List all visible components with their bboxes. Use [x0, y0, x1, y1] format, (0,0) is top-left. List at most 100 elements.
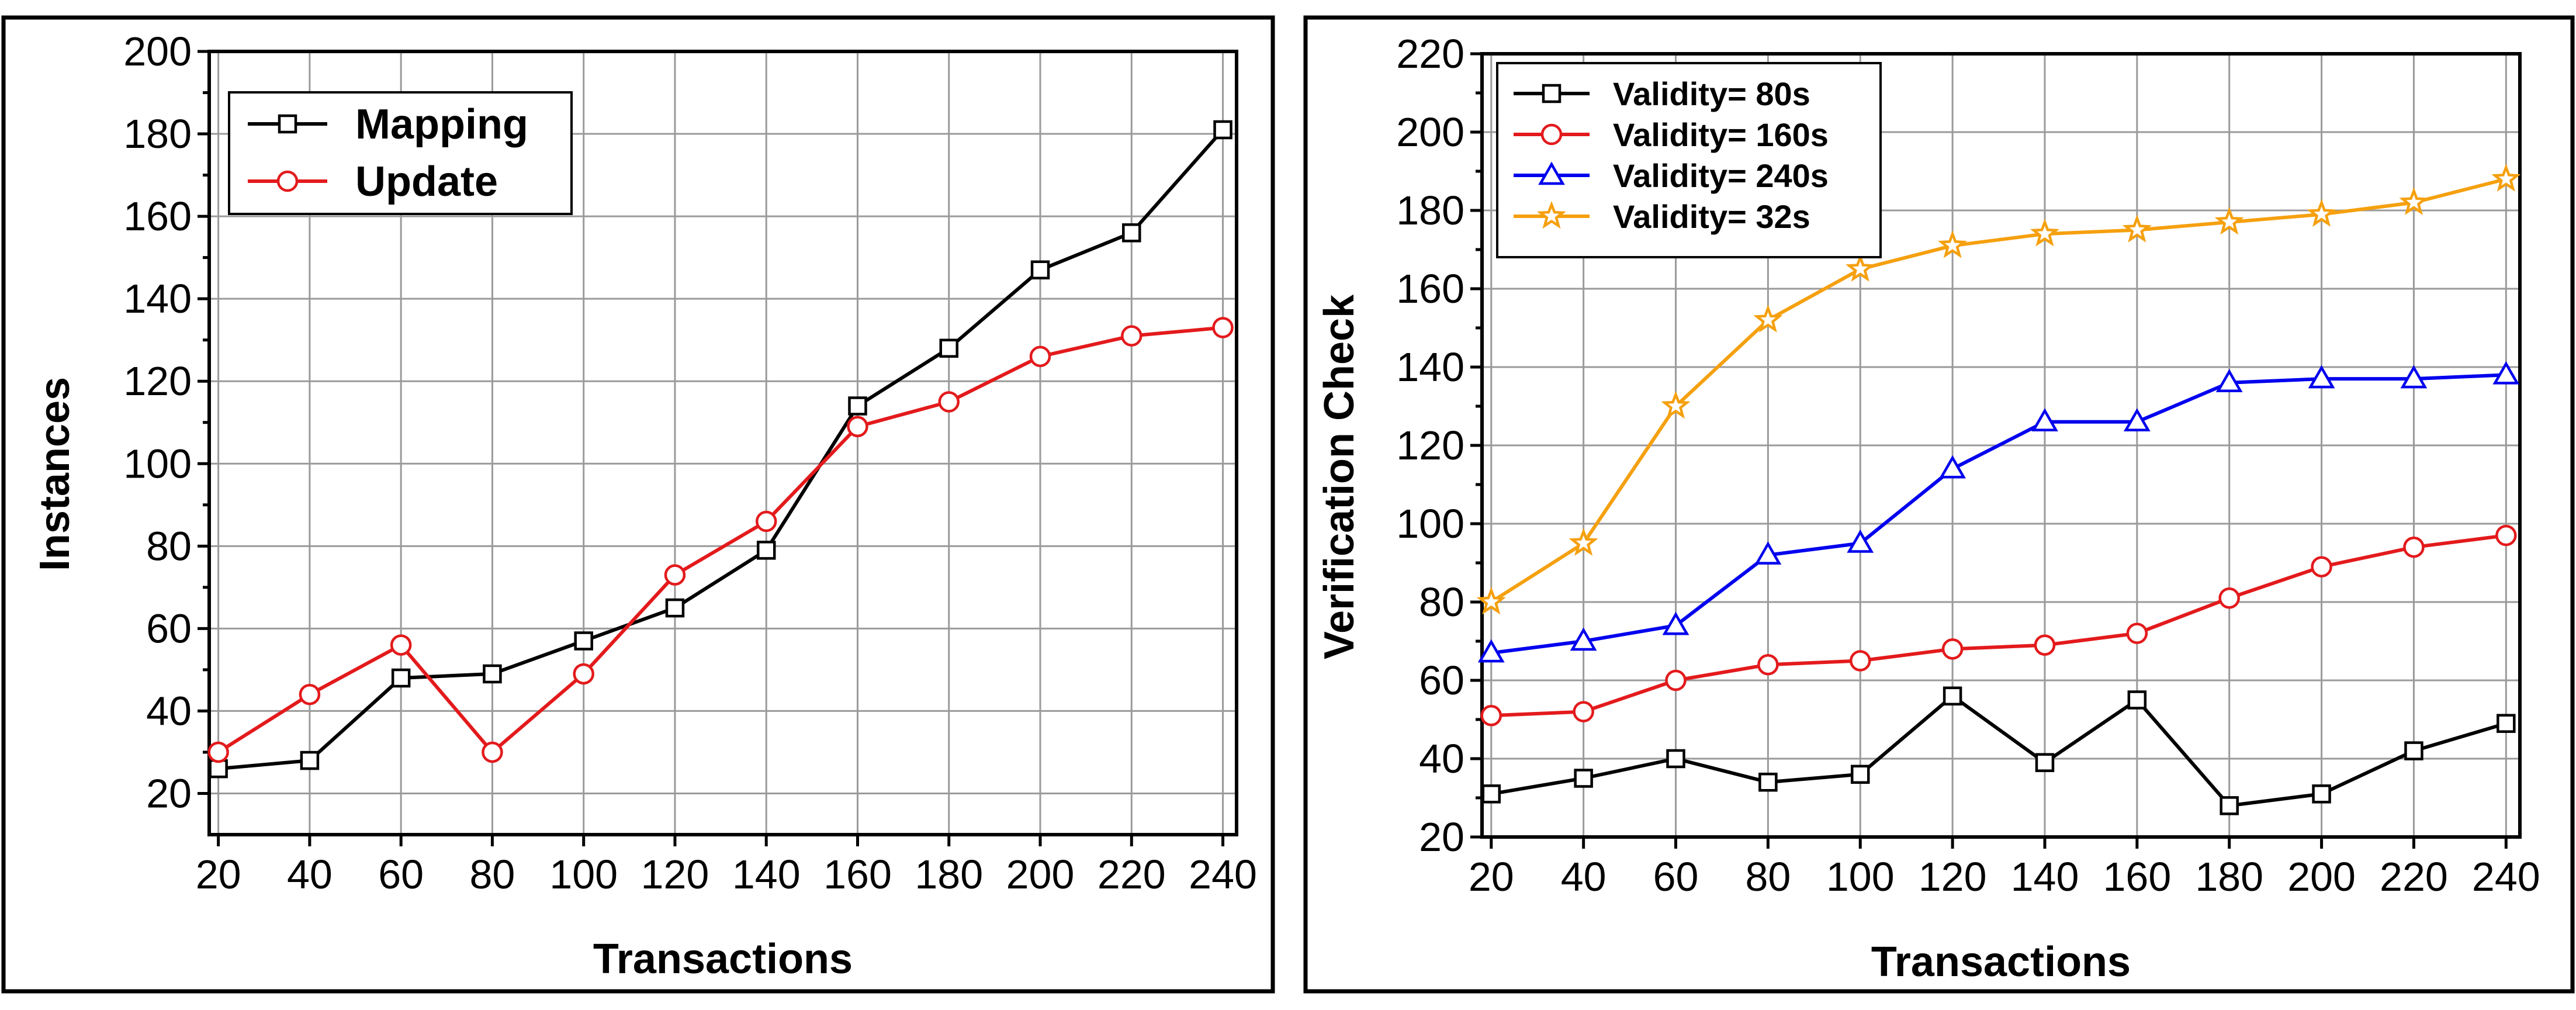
right-y-tick-label: 120: [1396, 423, 1464, 468]
right-y-tick-label: 180: [1396, 188, 1464, 233]
instances-chart: 20 40 60 80 100 120 140 160 180 200 220 240 20 40 60 80…: [1, 15, 1275, 994]
right-data-point: [2035, 753, 2055, 772]
right-legend: Validity= 80s Validity= 160s Validity= 240…: [1496, 62, 1882, 258]
right-data-point: [2399, 187, 2429, 215]
right-x-tick-label: 240: [2472, 854, 2540, 900]
right-data-point: [1477, 639, 1505, 663]
left-x-tick-label: 40: [287, 852, 333, 897]
left-x-axis-title: Transactions: [593, 936, 853, 983]
right-y-tick-label: 200: [1396, 109, 1464, 155]
left-series-line: [217, 326, 1223, 754]
right-y-tick-label: 80: [1419, 579, 1464, 625]
right-data-point: [1753, 305, 1783, 333]
right-x-tick-label: 60: [1653, 854, 1699, 900]
right-legend-label: Validity= 240s: [1613, 157, 1829, 194]
left-series-mapping: [209, 120, 1232, 779]
right-data-point: [1481, 784, 1501, 804]
right-data-point: [1569, 528, 1598, 556]
right-legend-marker: [1536, 200, 1567, 229]
right-data-point: [2218, 587, 2240, 609]
left-data-point: [1213, 120, 1232, 140]
right-data-point: [2307, 199, 2336, 227]
right-series-validity-80s: [1481, 686, 2516, 815]
left-data-point: [574, 631, 593, 651]
right-data-point: [1939, 455, 1966, 479]
left-data-point: [847, 416, 868, 438]
right-data-point: [2403, 536, 2425, 558]
right-series-line: [1491, 373, 2506, 655]
right-data-point: [2215, 369, 2243, 393]
right-data-point: [1662, 611, 1689, 635]
left-data-point: [573, 663, 594, 685]
left-x-tick-label: 180: [915, 852, 983, 897]
left-data-point: [938, 391, 960, 413]
right-data-point: [1850, 650, 1871, 672]
right-data-point: [2220, 796, 2239, 815]
right-x-tick-label: 80: [1745, 854, 1791, 900]
verification-chart: 20 40 60 80 100 120 140 160 180 200 220 240 20 40 60 80…: [1303, 15, 2575, 994]
right-y-tick-label: 140: [1396, 344, 1464, 390]
left-data-point: [939, 338, 959, 358]
right-legend-label: Validity= 80s: [1613, 75, 1810, 112]
right-x-axis-title: Transactions: [1871, 939, 2131, 985]
right-series-line: [1491, 534, 2506, 718]
right-x-tick-label: 140: [2011, 854, 2079, 900]
right-x-tick-label: 220: [2380, 854, 2448, 900]
left-x-tick-label: 220: [1097, 852, 1166, 897]
right-y-tick-label: 40: [1419, 736, 1464, 781]
left-legend-marker: [276, 170, 299, 192]
right-data-point: [1851, 765, 1870, 784]
left-data-point: [1029, 345, 1051, 368]
right-data-point: [2030, 218, 2060, 247]
right-data-point: [2491, 164, 2521, 192]
left-data-point: [756, 541, 776, 560]
right-data-point: [2034, 634, 2056, 656]
right-data-point: [1757, 653, 1779, 676]
left-y-tick-label: 80: [146, 523, 192, 569]
right-legend-label: Validity= 160s: [1613, 116, 1829, 153]
right-y-tick-label: 160: [1396, 266, 1464, 312]
right-series-validity-160s: [1480, 524, 2517, 727]
right-data-point: [2404, 741, 2423, 760]
left-data-point: [664, 564, 686, 586]
right-x-tick-label: 20: [1469, 854, 1514, 900]
left-x-tick-label: 120: [641, 852, 709, 897]
left-x-tick-label: 80: [469, 852, 515, 897]
right-data-point: [1570, 627, 1597, 651]
right-legend-marker: [1540, 123, 1563, 146]
left-data-point: [1122, 223, 1141, 243]
left-y-tick-label: 20: [146, 770, 192, 816]
left-data-point: [391, 668, 411, 688]
right-x-tick-label: 180: [2195, 854, 2263, 900]
right-series-validity-240s: [1477, 361, 2520, 663]
left-data-point: [1121, 325, 1142, 347]
right-data-point: [2214, 206, 2244, 235]
right-panel-frame: [1303, 15, 2575, 994]
left-x-tick-label: 20: [196, 852, 241, 897]
left-x-tick-label: 240: [1189, 852, 1257, 897]
right-data-point: [1661, 390, 1691, 419]
right-data-point: [1754, 541, 1782, 565]
left-y-axis-title: Instances: [32, 377, 78, 571]
right-data-point: [2122, 215, 2152, 243]
left-x-tick-label: 160: [823, 852, 892, 897]
right-data-point: [2126, 622, 2148, 644]
right-data-point: [1941, 638, 1964, 660]
left-plot-area: [207, 50, 1238, 836]
right-x-tick-label: 120: [1919, 854, 1987, 900]
right-data-point: [2497, 714, 2516, 733]
left-data-point: [299, 683, 321, 705]
left-legend-box: [228, 91, 573, 215]
right-y-tick-label: 60: [1419, 658, 1464, 703]
left-y-tick-label: 160: [123, 193, 192, 239]
right-legend-label: Validity= 32s: [1613, 198, 1810, 235]
right-data-point: [1573, 701, 1594, 722]
right-data-point: [1666, 749, 1685, 769]
left-legend-marker: [278, 114, 297, 134]
left-y-tick-label: 200: [123, 29, 192, 74]
left-y-tick-label: 100: [123, 441, 192, 486]
right-y-tick-label: 220: [1396, 31, 1464, 77]
left-panel-frame: [1, 15, 1275, 994]
right-data-point: [2400, 365, 2428, 389]
right-data-point: [1846, 254, 1875, 282]
